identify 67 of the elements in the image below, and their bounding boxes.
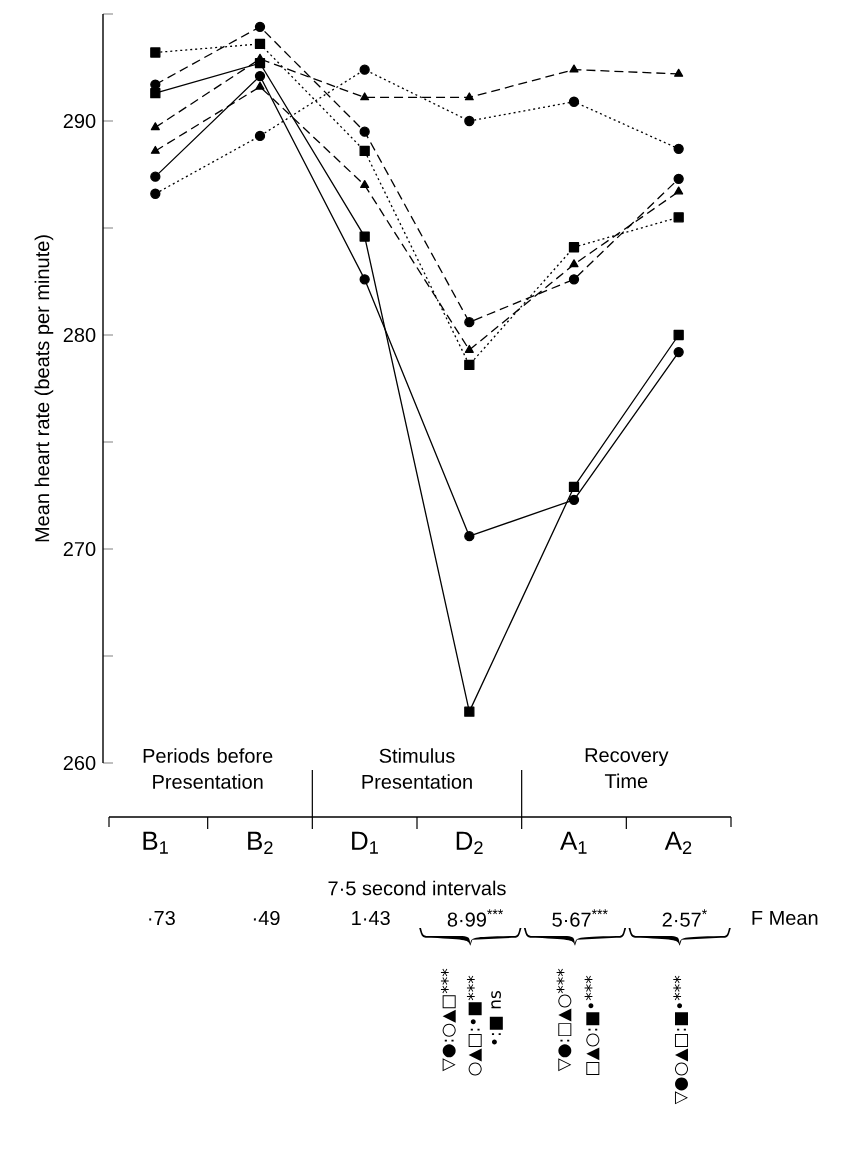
point	[674, 186, 684, 195]
text: 8·99$^{***}$	[447, 909, 504, 927]
text: ○▲□:•■***	[466, 975, 482, 1076]
point	[673, 329, 684, 341]
point	[464, 344, 474, 353]
point	[150, 145, 160, 154]
point	[673, 173, 684, 184]
point	[464, 115, 475, 127]
point	[359, 64, 370, 75]
point	[150, 122, 160, 131]
point	[359, 231, 370, 242]
point	[359, 126, 370, 137]
point	[150, 188, 161, 199]
y-tick-label: 280	[63, 327, 96, 343]
point	[673, 346, 684, 358]
text: ▽●:□▲○***	[556, 968, 572, 1072]
point	[150, 88, 161, 99]
annotation: Stimulus Presentation	[362, 748, 472, 789]
point	[568, 242, 580, 253]
point	[568, 494, 580, 505]
point	[254, 130, 266, 142]
text: F Mean	[752, 911, 818, 925]
point	[360, 180, 370, 189]
x-tick-label: D$_{1}$	[352, 831, 378, 854]
point	[360, 92, 370, 101]
point	[254, 21, 266, 32]
point	[255, 81, 265, 90]
point	[568, 96, 580, 107]
point	[569, 64, 579, 73]
point	[464, 92, 474, 101]
y-tick-label: 260	[63, 755, 96, 771]
point	[359, 145, 370, 157]
text: ▽●○▲□:■•***	[673, 975, 689, 1105]
x-tick-label: B$_{1}$	[143, 831, 168, 854]
x-tick-label: D$_{2}$	[456, 831, 483, 854]
point	[254, 38, 266, 50]
x-tick-label: B$_{2}$	[248, 831, 273, 854]
point	[569, 259, 579, 268]
text: 2·57$^{*}$	[662, 909, 707, 927]
text: □▲○:■•***	[584, 975, 600, 1075]
y-tick-label: 290	[63, 113, 96, 129]
point	[674, 68, 684, 77]
x-tick-label: A$_{1}$	[560, 831, 587, 854]
text: ·73	[149, 910, 175, 926]
point	[568, 481, 580, 493]
annotation: Periods before Presentation	[143, 748, 273, 789]
point	[150, 171, 161, 182]
point	[568, 274, 580, 285]
text: ·49	[253, 910, 280, 926]
y-axis-title: Mean heart rate (beats per minute)	[34, 235, 54, 542]
annotation: Recovery Time	[585, 748, 669, 789]
point	[150, 47, 161, 58]
point	[673, 212, 684, 223]
x-axis-title: 7·5 second intervals	[328, 880, 506, 896]
x-tick-label: A$_{2}$	[664, 831, 692, 854]
point	[359, 274, 370, 285]
point	[464, 317, 475, 328]
y-tick-label: 270	[63, 541, 96, 557]
point	[673, 143, 684, 154]
text: ▽●:○▲□***	[440, 968, 456, 1072]
point	[464, 706, 475, 717]
text: •:■ ns	[489, 991, 503, 1045]
point	[254, 70, 266, 82]
text: 1·43	[352, 910, 390, 926]
point	[464, 359, 475, 371]
text: 5·67$^{***}$	[552, 909, 608, 927]
point	[464, 531, 475, 542]
